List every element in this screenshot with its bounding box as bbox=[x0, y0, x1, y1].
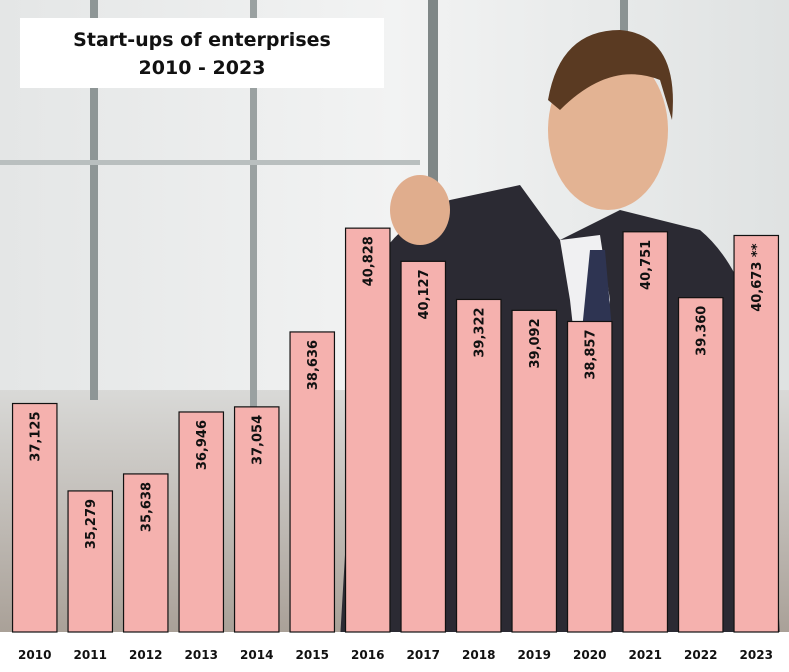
value-label: 35,638 bbox=[140, 482, 155, 532]
x-tick-label: 2018 bbox=[462, 648, 495, 662]
label-strip bbox=[0, 632, 789, 672]
value-label: 40,127 bbox=[417, 269, 432, 319]
value-label: 39.360 bbox=[695, 306, 710, 356]
background-photo bbox=[0, 0, 789, 672]
x-tick-label: 2021 bbox=[629, 648, 662, 662]
value-label: 39,322 bbox=[473, 307, 488, 357]
x-tick-label: 2022 bbox=[684, 648, 717, 662]
value-label: 36,946 bbox=[195, 420, 210, 470]
x-tick-label: 2012 bbox=[129, 648, 162, 662]
x-tick-label: 2016 bbox=[351, 648, 384, 662]
chart: Start-ups of enterprises 2010 - 2023 37,… bbox=[0, 0, 789, 672]
bar bbox=[623, 232, 667, 632]
x-tick-label: 2017 bbox=[407, 648, 440, 662]
value-label: 39,092 bbox=[528, 318, 543, 368]
value-label: 38,636 bbox=[306, 340, 321, 390]
value-label: 40,751 bbox=[639, 240, 654, 290]
bar bbox=[346, 228, 390, 632]
x-tick-label: 2013 bbox=[185, 648, 218, 662]
x-tick-label: 2015 bbox=[296, 648, 329, 662]
chart-title: Start-ups of enterprises bbox=[73, 29, 331, 51]
x-tick-label: 2011 bbox=[74, 648, 107, 662]
value-label: 38,857 bbox=[584, 329, 599, 379]
value-label: 40,828 bbox=[362, 236, 377, 286]
x-tick-label: 2010 bbox=[18, 648, 51, 662]
x-tick-label: 2014 bbox=[240, 648, 273, 662]
value-label: 35,279 bbox=[84, 499, 99, 549]
value-label: 37,125 bbox=[29, 412, 44, 462]
x-tick-label: 2023 bbox=[740, 648, 773, 662]
x-tick-label: 2019 bbox=[518, 648, 551, 662]
value-label: 40,673 ** bbox=[750, 243, 765, 311]
value-label: 37,054 bbox=[251, 415, 266, 465]
chart-subtitle: 2010 - 2023 bbox=[139, 57, 266, 79]
x-tick-label: 2020 bbox=[573, 648, 606, 662]
